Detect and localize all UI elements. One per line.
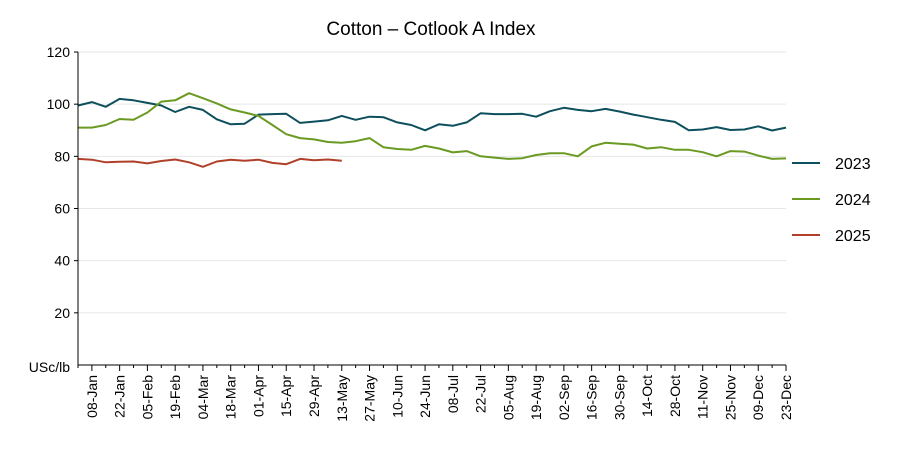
x-tick-label: 19-Aug	[528, 375, 544, 420]
series-layer	[77, 92, 787, 168]
x-tick-label: 22-Jan	[112, 375, 128, 418]
x-tick-label: 19-Feb	[167, 375, 183, 420]
x-tick-label: 05-Feb	[139, 375, 155, 420]
x-tick-label: 04-Mar	[195, 375, 211, 420]
y-tick-label: 120	[47, 44, 71, 60]
x-tick-label: 23-Dec	[778, 375, 794, 420]
x-tick-label: 01-Apr	[250, 375, 266, 417]
x-tick-label: 08-Jan	[84, 375, 100, 418]
y-axis-unit-label: USc/lb	[29, 359, 70, 375]
x-tick-label: 30-Sep	[611, 375, 627, 420]
y-tick-label: 40	[54, 253, 70, 269]
x-tick-label: 15-Apr	[278, 375, 294, 417]
x-tick-label: 14-Oct	[639, 375, 655, 417]
series-line-2023	[77, 97, 787, 132]
chart-title: Cotton – Cotlook A Index	[326, 19, 536, 40]
x-tick-label: 13-May	[334, 375, 350, 422]
y-tick-label: 80	[54, 148, 70, 164]
x-tick-label: 02-Sep	[556, 375, 572, 420]
axes: 20 40 60 80 100 120 08-Jan 22-Jan 05-Feb 19-Feb 04…	[47, 44, 794, 422]
x-tick-label: 09-Dec	[750, 375, 766, 420]
series-line-2024	[78, 92, 787, 160]
y-tick-label: 60	[54, 201, 70, 217]
x-tick-label: 11-Nov	[695, 375, 711, 419]
series-line-2025	[77, 157, 342, 168]
x-tick-label: 29-Apr	[306, 375, 322, 417]
y-tick-label: 100	[47, 96, 71, 112]
x-tick-label: 05-Aug	[500, 375, 516, 420]
x-tick-label: 18-Mar	[223, 375, 239, 420]
x-tick-label: 28-Oct	[667, 375, 683, 417]
legend-label-2023: 2023	[835, 156, 871, 173]
x-tick-label: 22-Jul	[473, 375, 489, 413]
x-tick-label: 08-Jul	[445, 375, 461, 413]
legend: 2023 2024 2025	[792, 156, 871, 245]
x-tick-label: 24-Jun	[417, 375, 433, 418]
legend-label-2024: 2024	[835, 192, 871, 209]
grid	[78, 51, 786, 314]
x-tick-label: 25-Nov	[722, 375, 738, 420]
y-tick-label: 20	[54, 305, 70, 321]
x-tick-label: 10-Jun	[389, 375, 405, 418]
x-tick-label: 16-Sep	[584, 375, 600, 420]
legend-label-2025: 2025	[835, 228, 871, 245]
x-tick-label: 27-May	[362, 375, 378, 422]
